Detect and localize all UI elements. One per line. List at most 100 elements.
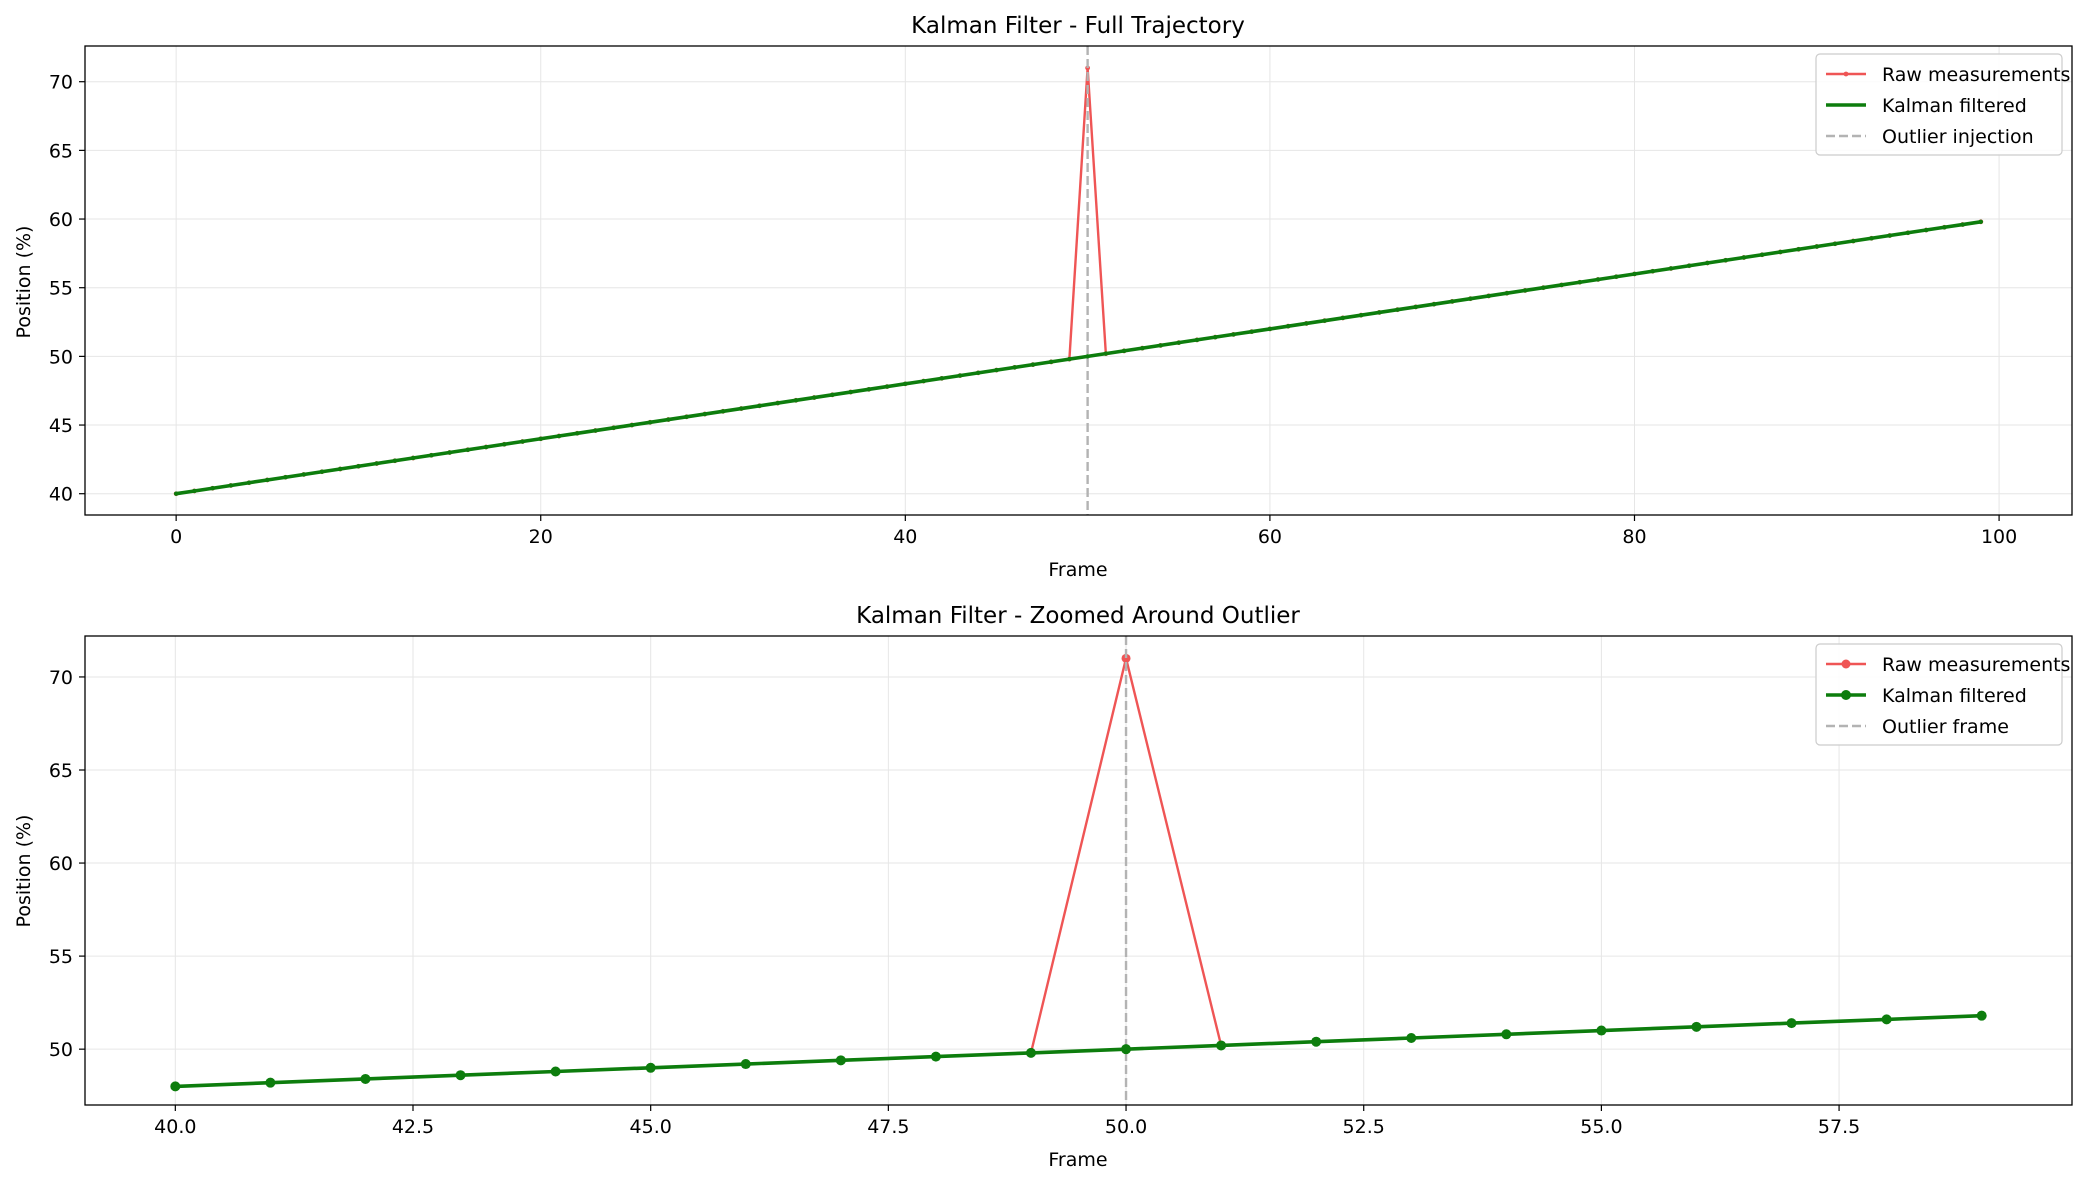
kalman-filtered-point [1285, 323, 1291, 329]
x-tick-label: 40 [893, 526, 917, 548]
grid [85, 46, 2072, 515]
kalman-filtered-point [1012, 365, 1017, 370]
kalman-filtered-line [175, 220, 1982, 496]
y-tick-label: 70 [49, 667, 73, 689]
kalman-filtered-point [1759, 252, 1765, 257]
kalman-filtered-point [1504, 291, 1510, 296]
kalman-filtered-point [740, 1059, 751, 1070]
kalman-filtered-point [994, 367, 999, 373]
kalman-filtered-point [1786, 1018, 1797, 1029]
kalman-filtered-point [1025, 1047, 1036, 1058]
y-tick-label: 50 [49, 346, 73, 368]
kalman-filtered-point [1468, 296, 1473, 301]
kalman-filtered-point [884, 384, 890, 389]
x-tick-label: 52.5 [1343, 1116, 1385, 1138]
kalman-filtered-point [210, 486, 215, 491]
kalman-filtered-point [360, 1073, 371, 1084]
kalman-filtered-point [1322, 318, 1327, 323]
kalman-filtered-point [170, 1081, 181, 1092]
kalman-filtered-point [1158, 343, 1163, 348]
kalman-filtered-point [930, 1051, 941, 1062]
kalman-filtered-point [645, 1062, 656, 1073]
plot-area [173, 46, 1984, 515]
kalman-filtered-point [556, 433, 562, 439]
plot-area [170, 636, 1987, 1105]
kalman-filtered-point [1814, 244, 1819, 249]
kalman-filtered-point [1140, 345, 1145, 351]
kalman-filtered-point [1686, 263, 1692, 268]
y-tick-label: 65 [49, 140, 73, 162]
kalman-filtered-point [1923, 227, 1929, 233]
kalman-filtered-point [1431, 301, 1437, 307]
kalman-filtered-point [1121, 348, 1127, 354]
kalman-filtered-point [1596, 1025, 1607, 1036]
x-tick-label: 80 [1622, 526, 1646, 548]
x-tick-label: 45.0 [630, 1116, 672, 1138]
kalman-filtered-point [976, 370, 981, 376]
kalman-filtered-point [1595, 277, 1601, 282]
kalman-filtered-point [957, 373, 963, 378]
kalman-filtered-point [574, 431, 580, 436]
kalman-filtered-point [538, 436, 543, 441]
kalman-filtered-point [1267, 326, 1273, 332]
kalman-filtered-point [338, 466, 343, 472]
kalman-filtered-point [455, 1070, 466, 1081]
kalman-filtered-point [1377, 310, 1382, 315]
kalman-filtered-point [246, 480, 252, 485]
kalman-filtered-point [550, 1066, 561, 1077]
kalman-filtered-point [374, 461, 379, 466]
kalman-filtered-point [1340, 315, 1346, 321]
kalman-filtered-point [939, 376, 944, 381]
kalman-filtered-point [1577, 280, 1583, 285]
axes-frame [84, 635, 2073, 1106]
kalman-filtered-point [356, 464, 361, 469]
kalman-filtered-point [647, 420, 653, 425]
x-tick-label: 100 [1981, 526, 2017, 548]
legend-label-raw: Raw measurements [1882, 64, 2070, 86]
kalman-filtered-point [629, 422, 635, 428]
kalman-filtered-point [1501, 1029, 1512, 1040]
kalman-filtered-point [1723, 258, 1728, 263]
kalman-filtered-point [1194, 337, 1200, 343]
kalman-filtered-point [1851, 238, 1856, 244]
kalman-filtered-point [1103, 351, 1109, 356]
y-tick-label: 60 [49, 209, 73, 231]
axes-frame [84, 45, 2073, 516]
kalman-filtered-point [903, 381, 908, 387]
legend-box [1815, 643, 2063, 746]
x-tick-label: 57.5 [1818, 1116, 1860, 1138]
legend: Raw measurements Kalman filtered Outlier i… [1815, 53, 2070, 156]
kalman-filtered-point [410, 455, 416, 461]
kalman-filtered-point [319, 469, 325, 474]
kalman-filtered-point [757, 403, 762, 409]
kalman-filtered-point [666, 417, 671, 422]
kalman-filtered-point [702, 411, 707, 417]
grid [85, 636, 2072, 1105]
y-tick-label: 65 [49, 760, 73, 782]
kalman-filtered-point [1067, 356, 1072, 362]
kalman-filtered-point [1231, 332, 1236, 337]
legend-marker-kalman [1841, 690, 1851, 700]
y-tick-label: 40 [49, 484, 73, 506]
kalman-filtered-point [1216, 1040, 1227, 1051]
kalman-filtered-point [265, 477, 270, 483]
y-tick-label: 50 [49, 1039, 73, 1061]
kalman-filtered-point [483, 444, 489, 450]
raw-measurements-line [175, 658, 1982, 1088]
kalman-filtered-point [1650, 269, 1655, 274]
y-tick-label: 70 [49, 72, 73, 94]
kalman-filtered-point [684, 414, 689, 420]
kalman-filtered-point [1176, 340, 1181, 345]
kalman-filtered-point [593, 428, 598, 433]
kalman-filtered-line [175, 1013, 1982, 1089]
chart-title: Kalman Filter - Full Trajectory [911, 13, 1245, 39]
kalman-filtered-point [793, 398, 799, 403]
x-tick-label: 60 [1258, 526, 1282, 548]
kalman-filtered-point [1413, 304, 1418, 310]
legend-label-kalman: Kalman filtered [1882, 95, 2027, 117]
kalman-filtered-point [1705, 260, 1710, 266]
kalman-filtered-point [1048, 359, 1054, 365]
kalman-filtered-point [173, 491, 179, 496]
kalman-filtered-point [1559, 282, 1564, 288]
